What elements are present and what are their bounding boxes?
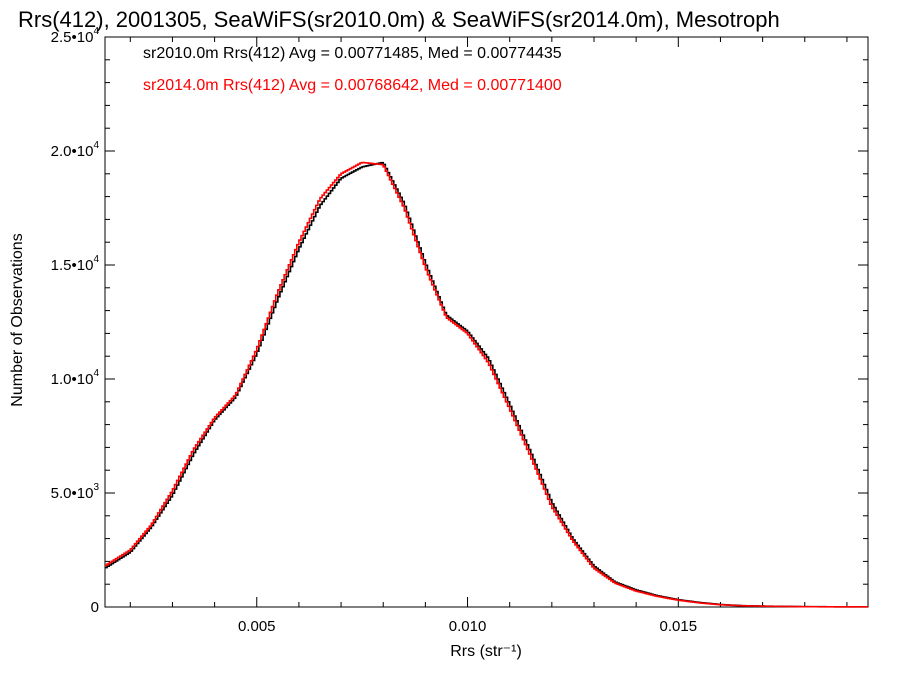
y-tick-label: 1.0•104 (51, 368, 100, 388)
y-axis: 0 5.0•103 1.0•104 1.5•104 2.0•104 2.5•104 (51, 26, 868, 616)
y-tick-label: 5.0•103 (51, 482, 100, 502)
legend-entry-2: sr2014.0m Rrs(412) Avg = 0.00768642, Med… (143, 77, 562, 94)
series-layer (105, 161, 868, 608)
series-line-2 (105, 161, 868, 608)
x-axis-label: Rrs (str⁻¹) (450, 643, 522, 660)
plot-frame (104, 36, 869, 608)
x-axis: 0.005 0.010 0.015 (129, 37, 848, 635)
plot-border (104, 36, 869, 608)
y-tick-label: 1.5•104 (51, 254, 100, 274)
chart-title: Rrs(412), 2001305, SeaWiFS(sr2010.0m) & … (18, 7, 780, 32)
x-tick-label: 0.005 (238, 618, 276, 635)
x-tick-label: 0.015 (660, 618, 698, 635)
x-tick-label: 0.010 (449, 618, 487, 635)
legend-entry-1: sr2010.0m Rrs(412) Avg = 0.00771485, Med… (143, 45, 562, 62)
y-axis-label: Number of Observations (9, 233, 26, 406)
y-tick-label: 0 (91, 599, 99, 616)
y-tick-label: 2.5•104 (51, 26, 100, 46)
y-tick-label: 2.0•104 (51, 140, 100, 160)
legend: sr2010.0m Rrs(412) Avg = 0.00771485, Med… (143, 45, 562, 94)
series-line-1 (105, 161, 868, 608)
